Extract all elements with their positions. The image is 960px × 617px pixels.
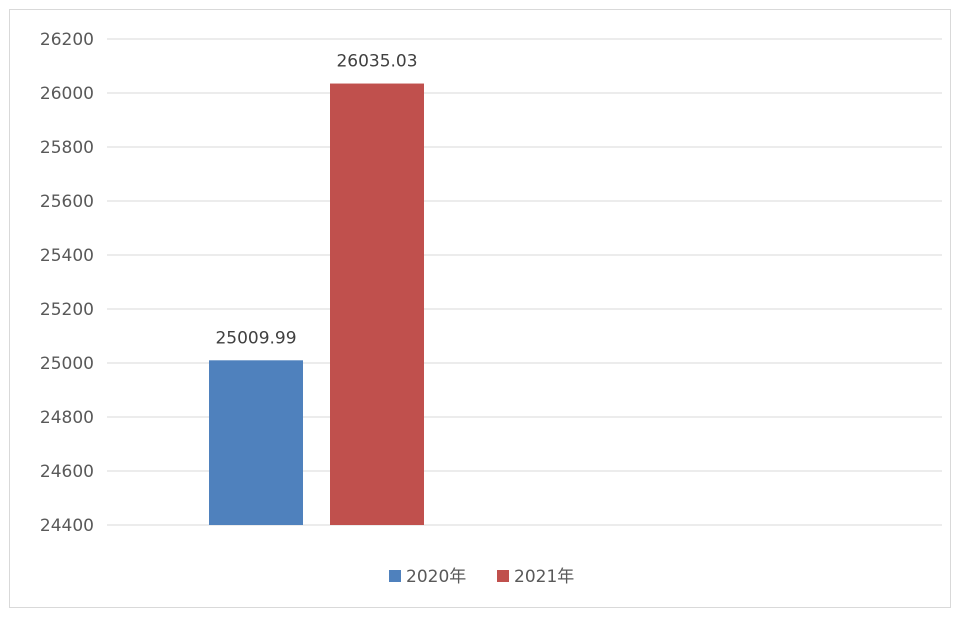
y-tick-label: 24800 xyxy=(40,408,94,428)
legend-swatch xyxy=(389,570,401,582)
data-label: 25009.99 xyxy=(215,328,296,348)
legend-swatch xyxy=(497,570,509,582)
y-tick-label: 26200 xyxy=(40,30,94,50)
data-labels: 25009.99 26035.03 xyxy=(215,52,417,349)
legend-label: 2020年 xyxy=(406,567,466,587)
y-tick-label: 24600 xyxy=(40,462,94,482)
y-axis-tick-labels: 24400 24600 24800 25000 25200 25400 25600 25800… xyxy=(40,30,94,536)
bars xyxy=(209,83,424,525)
y-tick-label: 25200 xyxy=(40,300,94,320)
y-tick-label: 24400 xyxy=(40,516,94,536)
data-label: 26035.03 xyxy=(336,52,417,72)
y-tick-label: 25400 xyxy=(40,246,94,266)
bar-2020年 xyxy=(209,360,303,525)
bar-2021年 xyxy=(330,83,424,525)
y-tick-label: 26000 xyxy=(40,84,94,104)
legend-label: 2021年 xyxy=(514,567,574,587)
y-tick-label: 25000 xyxy=(40,354,94,374)
legend: 2020年 2021年 xyxy=(389,567,574,587)
y-tick-label: 25800 xyxy=(40,138,94,158)
y-tick-label: 25600 xyxy=(40,192,94,212)
